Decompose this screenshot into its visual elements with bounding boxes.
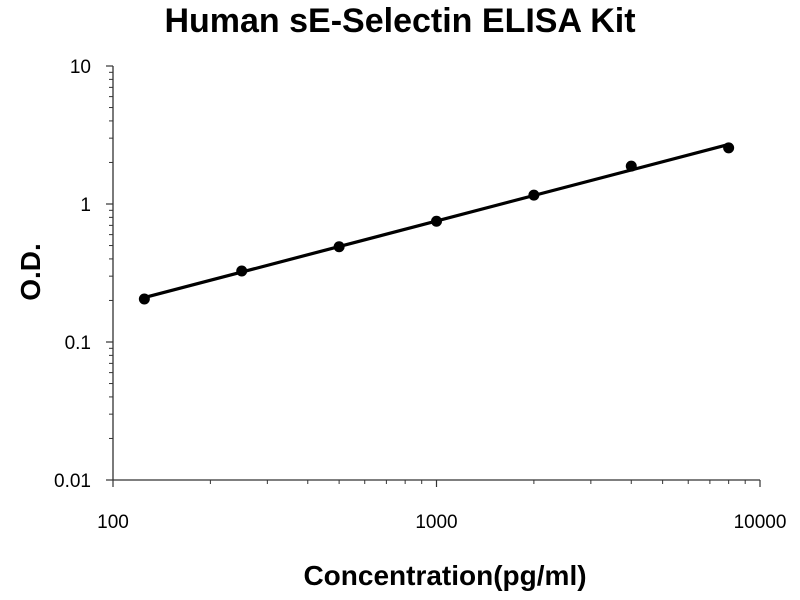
- data-point: [528, 189, 540, 201]
- data-point: [625, 160, 637, 172]
- x-tick-label: 1000: [415, 512, 457, 533]
- y-tick-label: 0.01: [54, 471, 91, 492]
- data-point: [236, 265, 248, 277]
- data-point: [333, 241, 345, 253]
- data-point: [723, 142, 735, 154]
- x-axis-label: Concentration(pg/ml): [303, 560, 586, 591]
- x-tick-label: 10000: [734, 512, 787, 533]
- chart-title: Human sE-Selectin ELISA Kit: [164, 2, 635, 40]
- axes: 0.01 0.1 1 10 100 1000 10000: [54, 57, 786, 533]
- y-axis-label: O.D.: [15, 243, 46, 301]
- y-tick-label: 0.1: [65, 333, 91, 354]
- y-tick-label: 1: [80, 195, 91, 216]
- y-tick-label: 10: [70, 57, 91, 78]
- plot-marks: [138, 142, 735, 305]
- data-point: [138, 293, 150, 305]
- data-point: [431, 215, 442, 227]
- x-tick-label: 100: [97, 512, 129, 533]
